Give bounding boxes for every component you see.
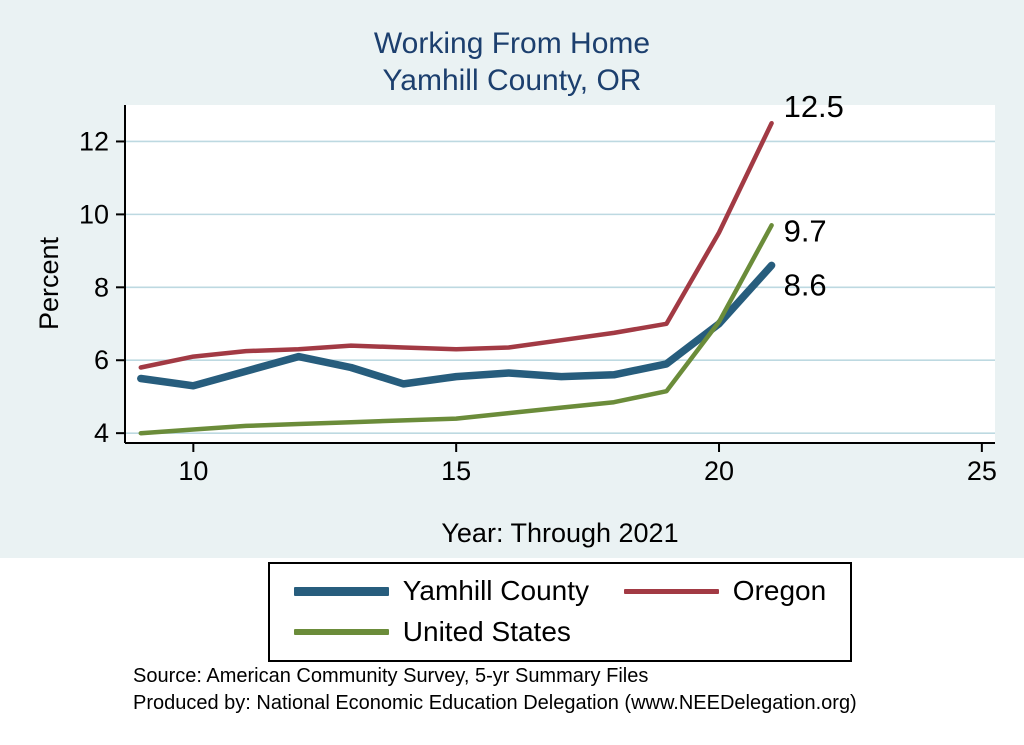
y-tick-label-10: 10 [79,199,109,229]
x-tick-label-25: 25 [967,456,997,486]
x-tick-label-10: 10 [178,456,208,486]
line-chart-plot: 4 6 8 10 12 10 15 20 25 8.6 12.5 9.7 [79,95,997,486]
legend-item-oregon: Oregon [623,575,827,607]
x-tick-label-15: 15 [441,456,471,486]
y-tick-label-6: 6 [94,345,109,375]
y-tick-label-12: 12 [79,126,109,156]
series-line-oregon [138,120,774,370]
legend-label-oregon: Oregon [732,575,827,606]
legend-item-united-states: United States [293,615,624,648]
note-source: Source: American Community Survey, 5-yr … [133,665,649,687]
end-label-oregon: 12.5 [784,95,844,124]
legend-label-yamhill-county: Yamhill County [402,575,590,606]
legend-box: Yamhill County Oregon United States [267,562,853,662]
end-label-united-states: 9.7 [784,213,827,248]
legend-swatch-yamhill-county [293,587,389,596]
source-notes: Source: American Community Survey, 5-yr … [133,663,857,717]
legend-item-yamhill-county: Yamhill County [293,575,624,607]
chart-title: Working From Home Yamhill County, OR [0,26,1024,99]
plot-area [125,105,995,443]
chart-title-line2: Yamhill County, OR [382,63,642,97]
end-label-yamhill-county: 8.6 [784,267,827,302]
note-produced-by: Produced by: National Economic Education… [133,692,857,714]
legend: Yamhill County Oregon United States [125,562,995,662]
series-line-yamhill-county [137,261,776,390]
x-axis-title: Year: Through 2021 [441,518,679,548]
legend-label-united-states: United States [402,615,571,647]
series-line-united-states [138,223,774,436]
x-tick-label-20: 20 [704,456,734,486]
legend-swatch-oregon [623,588,719,595]
y-tick-label-4: 4 [94,418,109,448]
chart-title-line1: Working From Home [373,27,651,60]
legend-swatch-united-states [293,629,389,635]
y-tick-label-8: 8 [94,272,109,302]
